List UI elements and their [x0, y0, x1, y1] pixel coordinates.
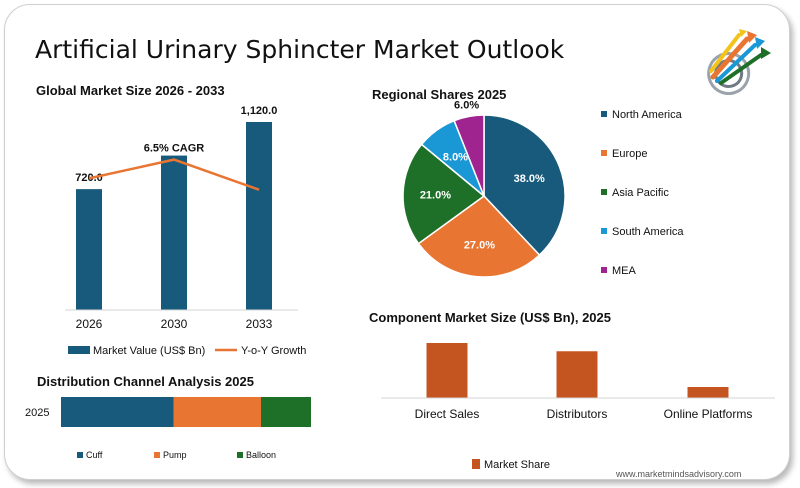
- distribution-legend-swatch-cuff: [77, 452, 83, 458]
- global-chart-title: Global Market Size 2026 - 2033: [36, 83, 225, 98]
- component-x-tick-online-platforms: Online Platforms: [664, 407, 753, 421]
- distribution-segment-cuff: [61, 397, 174, 427]
- distribution-segment-balloon: [261, 397, 311, 427]
- component-legend-swatch: [472, 459, 480, 469]
- global-bar-2033: [246, 122, 272, 310]
- pie-legend-label-south-america: South America: [612, 226, 684, 238]
- component-bar-online-platforms: [687, 387, 729, 398]
- footer-url: www.marketmindsadvisory.com: [616, 469, 742, 479]
- global-legend-swatch-value: [68, 346, 90, 354]
- pie-label-asia-pacific: 21.0%: [420, 189, 451, 201]
- distribution-legend-swatch-balloon: [237, 452, 243, 458]
- pie-legend-swatch-europe: [601, 150, 607, 156]
- component-bar-distributors: [556, 351, 598, 398]
- pie-legend-swatch-mea: [601, 267, 607, 273]
- distribution-legend-label-pump: Pump: [163, 450, 187, 460]
- global-x-tick-2026: 2026: [76, 317, 103, 331]
- component-x-tick-distributors: Distributors: [547, 407, 608, 421]
- pie-slice-mea: [453, 114, 485, 197]
- pie-slice-north-america: [483, 114, 566, 257]
- dashboard-card: Artificial Urinary Sphincter Market Outl…: [4, 4, 790, 480]
- pie-legend-swatch-north-america: [601, 111, 607, 117]
- distribution-legend-label-balloon: Balloon: [246, 450, 276, 460]
- global-bar-2026: [76, 189, 102, 310]
- global-cagr-annotation: 6.5% CAGR: [144, 143, 205, 155]
- distribution-legend-swatch-pump: [154, 452, 160, 458]
- pie-legend-label-asia-pacific: Asia Pacific: [612, 187, 669, 199]
- pie-legend-swatch-asia-pacific: [601, 189, 607, 195]
- distribution-segment-pump: [173, 397, 261, 427]
- regional-chart-title: Regional Shares 2025: [372, 87, 507, 102]
- pie-legend-label-north-america: North America: [612, 109, 683, 121]
- global-bar-2030: [161, 155, 187, 310]
- global-growth-line: [88, 158, 260, 191]
- global-x-tick-2030: 2030: [161, 317, 188, 331]
- target-arrows-logo-icon: [707, 29, 771, 95]
- component-chart-title: Component Market Size (US$ Bn), 2025: [369, 310, 611, 325]
- pie-legend-label-europe: Europe: [612, 148, 647, 160]
- global-legend-label-growth: Y-o-Y Growth: [241, 345, 306, 357]
- pie-slice-asia-pacific: [402, 143, 486, 245]
- pie-slice-europe: [417, 195, 541, 278]
- page-title: Artificial Urinary Sphincter Market Outl…: [35, 35, 565, 64]
- pie-label-mea: 6.0%: [454, 100, 479, 112]
- component-bar-direct-sales: [426, 343, 468, 398]
- component-x-tick-direct-sales: Direct Sales: [415, 407, 480, 421]
- distribution-y-tick-2025: 2025: [25, 407, 49, 419]
- distribution-legend-label-cuff: Cuff: [86, 450, 103, 460]
- pie-legend-swatch-south-america: [601, 228, 607, 234]
- pie-legend-label-mea: MEA: [612, 265, 637, 277]
- component-legend-label: Market Share: [484, 459, 550, 471]
- global-bar-label-2033: 1,120.0: [241, 105, 278, 117]
- pie-label-north-america: 38.0%: [514, 173, 545, 185]
- global-legend-label-value: Market Value (US$ Bn): [93, 345, 205, 357]
- pie-label-south-america: 8.0%: [443, 152, 468, 164]
- pie-label-europe: 27.0%: [464, 239, 495, 251]
- global-x-tick-2033: 2033: [246, 317, 273, 331]
- distribution-chart-title: Distribution Channel Analysis 2025: [37, 374, 254, 389]
